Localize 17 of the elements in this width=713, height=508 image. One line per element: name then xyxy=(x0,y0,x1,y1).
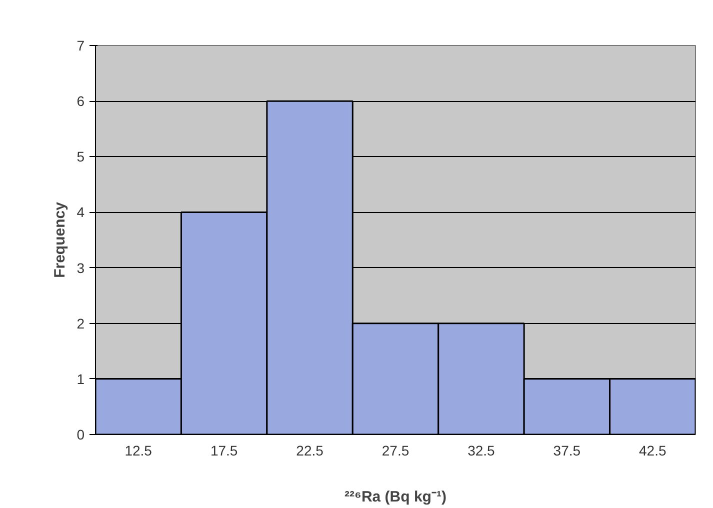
y-tick-label: 7 xyxy=(76,38,85,54)
y-tick-label: 2 xyxy=(76,315,85,332)
x-tick-label: 42.5 xyxy=(639,442,666,458)
y-tick-label: 6 xyxy=(76,93,85,110)
y-tick-label: 3 xyxy=(76,260,85,276)
x-tick-label: 27.5 xyxy=(382,442,410,458)
y-axis-title: Frequency xyxy=(52,201,69,278)
y-tick-label: 1 xyxy=(76,370,85,387)
x-tick-label: 22.5 xyxy=(296,442,324,458)
x-tick-label: 12.5 xyxy=(124,442,152,458)
x-tick-label: 37.5 xyxy=(553,442,581,458)
y-tick-label: 5 xyxy=(76,148,85,165)
x-tick-label: 32.5 xyxy=(468,442,496,458)
x-axis-title: ²²⁶Ra (Bq kg⁻¹) xyxy=(344,488,446,506)
x-tick-label: 17.5 xyxy=(210,442,238,458)
y-tick-label: 0 xyxy=(76,426,85,442)
y-tick-label: 4 xyxy=(76,204,85,220)
